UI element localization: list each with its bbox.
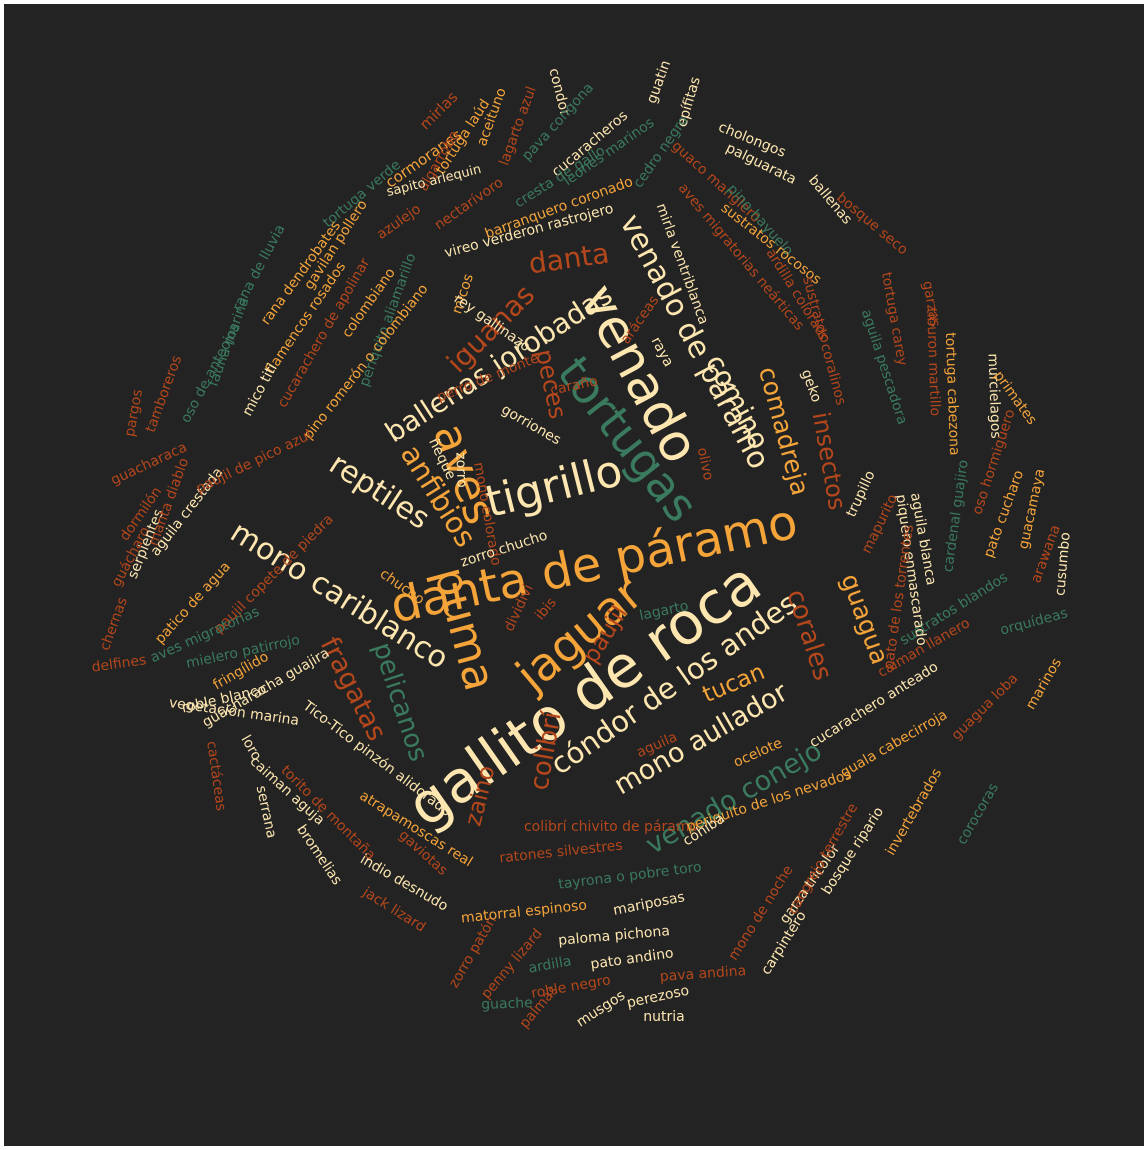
word: insectos <box>806 409 852 513</box>
word: corales <box>780 585 838 685</box>
word: matorral espinoso <box>460 897 588 927</box>
word: ratones silvestres <box>498 837 624 867</box>
word: mariposas <box>611 889 687 919</box>
word: cactáceas <box>203 740 229 812</box>
word-cloud: gallito de roca danta de páramo tigrillo… <box>4 4 1144 1146</box>
word: guagua loba <box>948 670 1022 744</box>
word: tiburon martillo <box>923 307 943 417</box>
word: cardenal guajiro <box>940 458 972 574</box>
word: guatin <box>643 58 675 106</box>
word: corocoras <box>954 780 1002 848</box>
word: pava andina <box>659 963 747 985</box>
word: tayrona o pobre toro <box>557 859 703 893</box>
word: colibrí chivito de páramo <box>523 819 699 835</box>
word: marinos <box>1022 655 1066 713</box>
word: perezoso <box>625 982 691 1012</box>
word: trupillo <box>843 468 879 520</box>
word: nutria <box>643 1009 685 1025</box>
word: danta <box>526 236 612 281</box>
word: invertebrados <box>882 765 946 859</box>
word: serrana <box>252 784 280 840</box>
word: ardilla <box>527 953 573 977</box>
word: orquídeas <box>998 605 1070 639</box>
word: azulejo <box>374 201 424 243</box>
word: olivo <box>693 446 717 482</box>
word: torito de montaña <box>277 762 379 864</box>
word: paujil de pico azul <box>193 427 315 497</box>
word: musgos <box>573 987 629 1031</box>
word: delfines <box>90 652 148 676</box>
word: tortuga cabezona <box>941 332 963 456</box>
word: oso de anteojos <box>177 320 245 426</box>
word: zorro <box>452 452 470 488</box>
word: chernas <box>96 595 132 653</box>
word: paloma pichona <box>557 923 671 949</box>
word: pargos <box>121 388 147 438</box>
word: mico titi <box>239 361 281 419</box>
word: geko <box>797 367 825 405</box>
word: tamboreros <box>142 353 186 435</box>
